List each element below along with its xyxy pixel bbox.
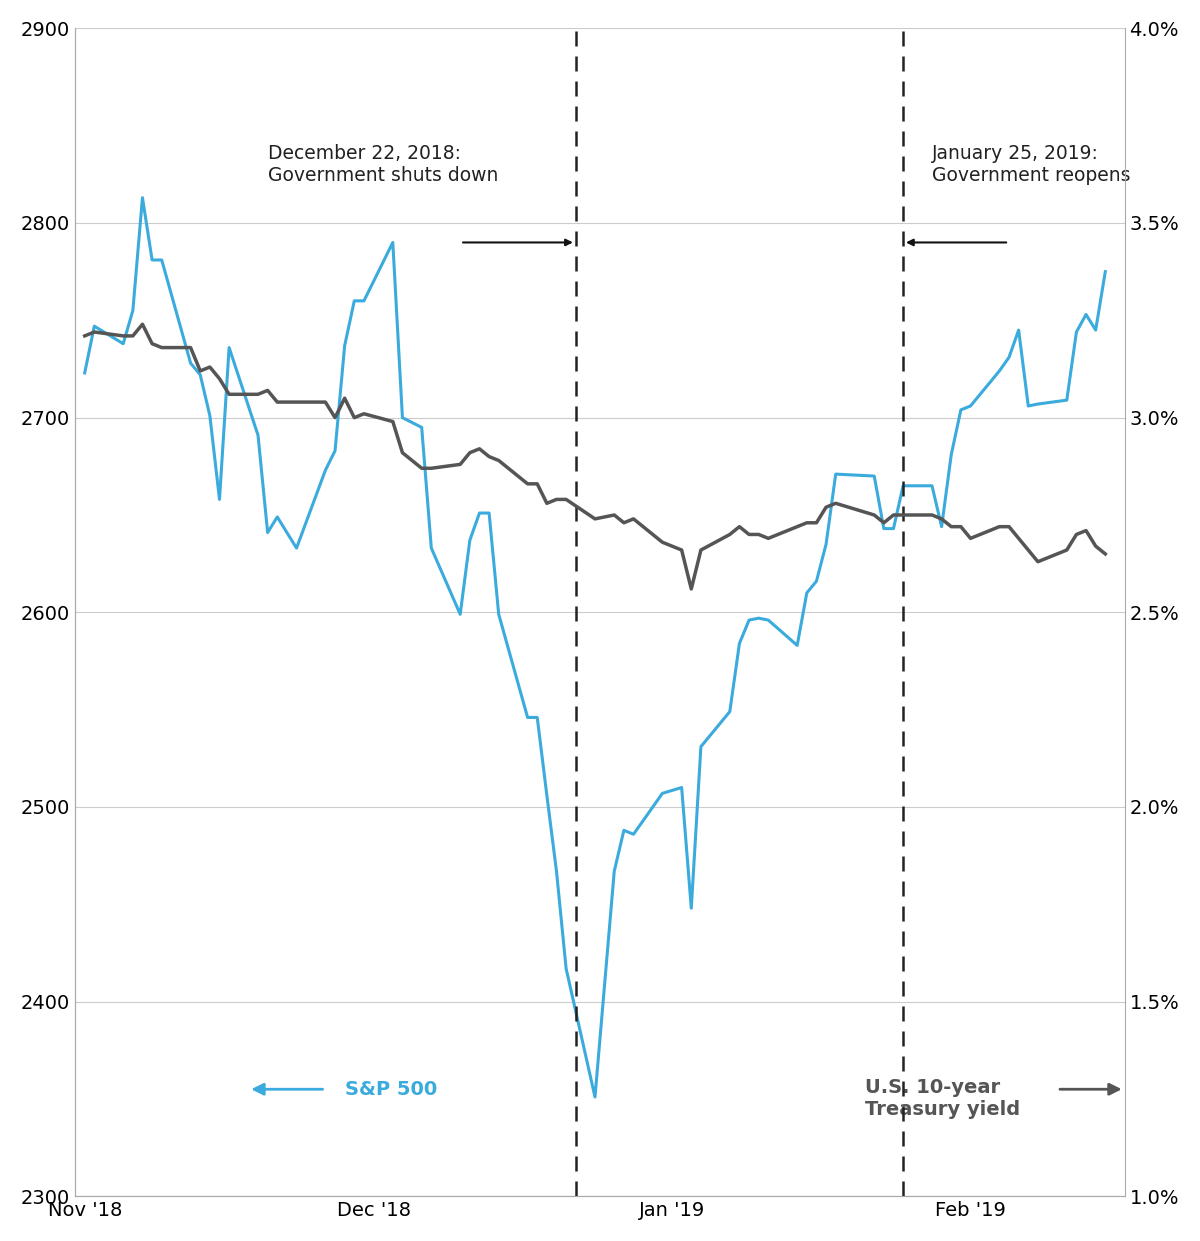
Text: December 22, 2018:
Government shuts down: December 22, 2018: Government shuts down <box>268 144 498 185</box>
Text: S&P 500: S&P 500 <box>344 1080 437 1098</box>
Text: U.S. 10-year
Treasury yield: U.S. 10-year Treasury yield <box>864 1078 1020 1119</box>
Text: January 25, 2019:
Government reopens: January 25, 2019: Government reopens <box>932 144 1130 185</box>
